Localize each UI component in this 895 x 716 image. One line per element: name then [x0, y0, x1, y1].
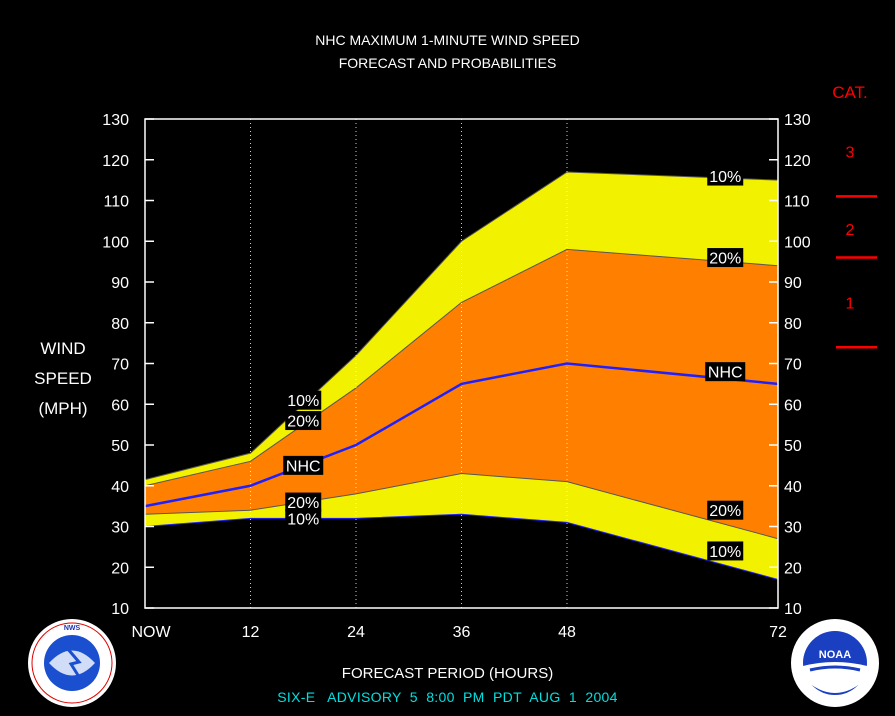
- data-label-box-1: [707, 248, 744, 268]
- data-label-box-8: [285, 492, 322, 512]
- y-tick-label-left-100: 100: [102, 234, 129, 251]
- y-tick-label-right-30: 30: [784, 520, 802, 537]
- y-tick-label-left-10: 10: [111, 601, 129, 618]
- y-tick-label-right-120: 120: [784, 153, 811, 170]
- data-label-box-2: [705, 362, 746, 382]
- data-label-box-3: [707, 500, 744, 520]
- noaa-logo-icon: NOAA: [791, 619, 879, 707]
- y-tick-label-right-70: 70: [784, 357, 802, 374]
- chart-title-line1: NHC MAXIMUM 1-MINUTE WIND SPEED: [315, 32, 580, 48]
- chart-title-line2: FORECAST AND PROBABILITIES: [338, 55, 557, 71]
- data-label-0: 10%: [709, 169, 741, 186]
- lower-10-line: [144, 513, 779, 580]
- data-label-3: 20%: [709, 503, 741, 520]
- nhc-forecast-line: [144, 362, 779, 508]
- x-tick-label-12: 12: [242, 624, 260, 641]
- data-label-box-0: [707, 166, 744, 186]
- upper-10-line: [144, 171, 779, 481]
- y-tick-label-left-110: 110: [103, 194, 129, 211]
- outer-band-lower: [145, 473, 778, 580]
- data-label-2: NHC: [708, 365, 743, 382]
- y-tick-label-left-40: 40: [111, 479, 129, 496]
- x-tick-label-48: 48: [558, 624, 576, 641]
- y-tick-label-right-60: 60: [784, 397, 802, 414]
- ylabel-line3: (MPH): [38, 399, 88, 418]
- data-label-5: 10%: [287, 393, 319, 410]
- ylabel-line2: SPEED: [34, 369, 92, 388]
- x-tick-label-36: 36: [453, 624, 471, 641]
- y-tick-label-left-20: 20: [111, 560, 129, 577]
- data-label-9: 10%: [287, 511, 319, 528]
- data-label-6: 20%: [287, 414, 319, 431]
- noaa-logo-text: NOAA: [819, 649, 851, 661]
- y-tick-label-left-70: 70: [111, 357, 129, 374]
- lower-20-line: [144, 473, 779, 540]
- data-label-8: 20%: [287, 495, 319, 512]
- category-header: CAT.: [832, 83, 868, 102]
- data-label-box-6: [285, 411, 322, 431]
- y-tick-label-right-40: 40: [784, 479, 802, 496]
- advisory-line: SIX-E ADVISORY 5 8:00 PM PDT AUG 1 2004: [277, 689, 618, 705]
- data-label-box-9: [285, 508, 322, 528]
- y-tick-label-left-130: 130: [102, 112, 129, 129]
- y-tick-label-left-120: 120: [102, 153, 129, 170]
- xlabel: FORECAST PERIOD (HOURS): [341, 665, 554, 682]
- y-tick-label-right-90: 90: [784, 275, 802, 292]
- x-tick-label-NOW: NOW: [131, 624, 171, 641]
- category-label-3: 3: [846, 145, 855, 162]
- x-tick-label-24: 24: [347, 624, 365, 641]
- data-label-1: 20%: [709, 251, 741, 268]
- y-tick-label-right-50: 50: [784, 438, 802, 455]
- data-label-box-4: [707, 541, 744, 561]
- y-tick-label-right-130: 130: [784, 112, 811, 129]
- ylabel-line1: WIND: [40, 339, 86, 358]
- y-tick-label-right-100: 100: [784, 234, 811, 251]
- upper-20-line: [144, 248, 779, 487]
- data-label-box-5: [285, 390, 322, 410]
- y-tick-label-left-60: 60: [111, 397, 129, 414]
- y-tick-label-right-10: 10: [784, 601, 802, 618]
- y-tick-label-left-80: 80: [111, 316, 129, 333]
- y-tick-label-right-110: 110: [784, 194, 810, 211]
- y-tick-label-left-50: 50: [111, 438, 129, 455]
- data-label-box-7: [283, 455, 324, 475]
- category-label-2: 2: [846, 222, 855, 239]
- data-label-7: NHC: [286, 458, 321, 475]
- category-label-1: 1: [846, 295, 855, 312]
- y-tick-label-left-90: 90: [111, 275, 129, 292]
- y-tick-label-left-30: 30: [111, 520, 129, 537]
- svg-text:NWS: NWS: [64, 625, 81, 632]
- data-label-4: 10%: [709, 544, 741, 561]
- nws-logo-icon: NWS: [28, 619, 116, 707]
- x-tick-label-72: 72: [769, 624, 787, 641]
- y-tick-label-right-80: 80: [784, 316, 802, 333]
- y-tick-label-right-20: 20: [784, 560, 802, 577]
